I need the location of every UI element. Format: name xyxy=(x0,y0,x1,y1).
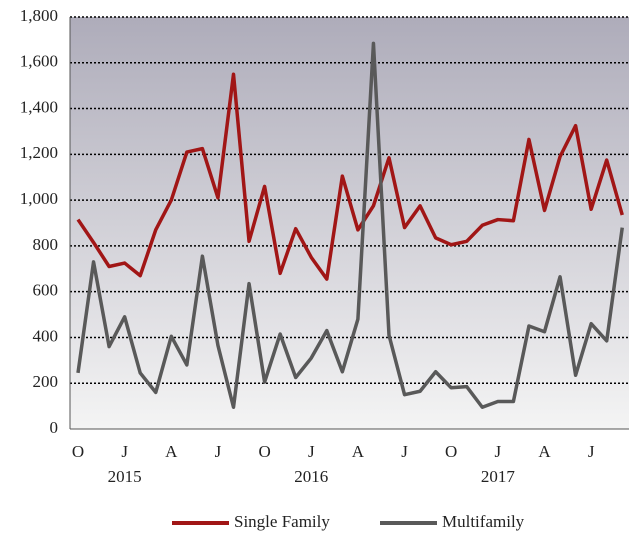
x-tick-label: J xyxy=(495,442,502,461)
legend-label: Multifamily xyxy=(442,512,525,531)
series-line xyxy=(76,41,624,410)
y-tick-label: 800 xyxy=(33,235,59,254)
x-tick-label: O xyxy=(72,442,84,461)
x-tick-label: J xyxy=(401,442,408,461)
x-tick-label: J xyxy=(215,442,222,461)
y-tick-label: 1,200 xyxy=(20,143,58,162)
x-tick-label: A xyxy=(165,442,178,461)
legend-label: Single Family xyxy=(234,512,330,531)
x-tick-label: J xyxy=(121,442,128,461)
y-tick-label: 1,800 xyxy=(20,6,58,25)
y-tick-label: 1,000 xyxy=(20,189,58,208)
x-group-label: 2015 xyxy=(108,467,142,486)
y-tick-label: 200 xyxy=(33,372,59,391)
x-group-label: 2016 xyxy=(294,467,328,486)
y-tick-label: 1,600 xyxy=(20,52,58,71)
y-tick-label: 1,400 xyxy=(20,97,58,116)
x-tick-label: A xyxy=(352,442,365,461)
x-tick-label: O xyxy=(258,442,270,461)
x-tick-label: J xyxy=(588,442,595,461)
y-tick-label: 400 xyxy=(33,326,59,345)
y-tick-label: 0 xyxy=(50,418,59,437)
x-tick-label: A xyxy=(538,442,551,461)
y-tick-label: 600 xyxy=(33,281,59,300)
x-group-label: 2017 xyxy=(481,467,516,486)
plot-background xyxy=(70,17,629,429)
series-line xyxy=(76,72,624,281)
x-tick-label: O xyxy=(445,442,457,461)
x-tick-label: J xyxy=(308,442,315,461)
